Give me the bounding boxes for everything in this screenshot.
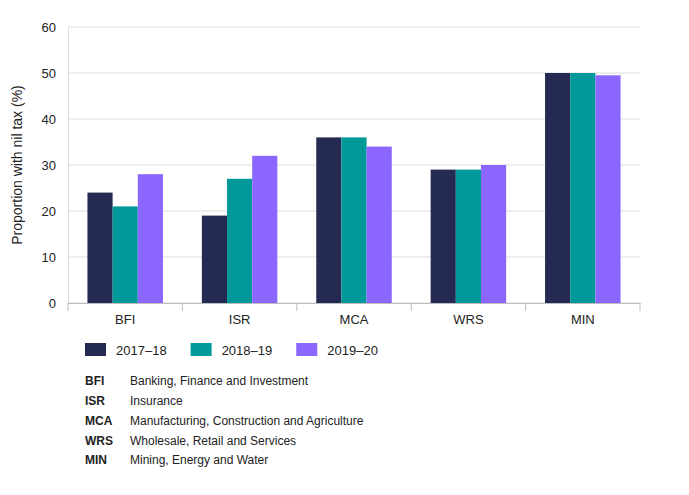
x-tick: MCA bbox=[340, 303, 369, 327]
y-axis-title: Proportion with nil tax (%) bbox=[9, 85, 25, 245]
y-tick: 0 bbox=[49, 296, 68, 311]
bar-series bbox=[113, 73, 596, 303]
bar bbox=[87, 193, 112, 303]
category-separator bbox=[411, 303, 412, 311]
legend-item: 2017–18 bbox=[85, 343, 167, 358]
bar bbox=[595, 75, 620, 303]
x-tick: BFI bbox=[115, 303, 135, 327]
bars bbox=[87, 73, 620, 303]
bar bbox=[341, 137, 366, 303]
x-axis: BFI ISR MCA WRS MIN bbox=[68, 303, 641, 327]
glossary-row: WRS Wholesale, Retail and Services bbox=[85, 434, 296, 448]
legend: 2017–18 2018–19 2019–20 bbox=[85, 343, 378, 358]
bar bbox=[570, 73, 595, 303]
glossary-text: Banking, Finance and Investment bbox=[130, 374, 309, 388]
glossary-row: MCA Manufacturing, Construction and Agric… bbox=[85, 414, 364, 428]
glossary-abbrev: ISR bbox=[85, 394, 105, 408]
y-tick: 20 bbox=[42, 204, 68, 219]
legend-swatch bbox=[296, 343, 317, 356]
y-tick-label: 30 bbox=[42, 158, 56, 173]
category-separator bbox=[182, 303, 183, 311]
x-tick-label: MIN bbox=[571, 312, 595, 327]
glossary-abbrev: BFI bbox=[85, 374, 104, 388]
y-tick-label: 60 bbox=[42, 20, 56, 35]
x-tick: ISR bbox=[229, 303, 251, 327]
y-tick: 10 bbox=[42, 250, 68, 265]
bar-series bbox=[138, 75, 621, 303]
glossary-text: Insurance bbox=[130, 394, 183, 408]
bar bbox=[113, 206, 138, 303]
glossary-text: Manufacturing, Construction and Agricult… bbox=[130, 414, 364, 428]
bar bbox=[227, 179, 252, 303]
category-separator bbox=[640, 303, 641, 311]
legend-label: 2018–19 bbox=[222, 343, 273, 358]
y-tick-label: 50 bbox=[42, 66, 56, 81]
grid bbox=[68, 27, 640, 303]
bar bbox=[138, 174, 163, 303]
bar bbox=[367, 147, 392, 303]
chart-svg: 0 10 20 30 40 50 60 BFI ISR MCA WRS MIN Proportion w… bbox=[0, 0, 689, 495]
legend-label: 2017–18 bbox=[116, 343, 167, 358]
y-axis-line bbox=[68, 28, 69, 304]
glossary-text: Mining, Energy and Water bbox=[130, 453, 268, 467]
y-tick: 30 bbox=[42, 158, 68, 173]
bar bbox=[252, 156, 277, 303]
glossary: BFI Banking, Finance and Investment ISR Ins… bbox=[85, 374, 364, 467]
category-separator bbox=[68, 303, 69, 311]
category-separator bbox=[296, 303, 297, 311]
grid-line bbox=[68, 27, 640, 28]
category-separator bbox=[525, 303, 526, 311]
legend-item: 2018–19 bbox=[191, 343, 273, 358]
glossary-abbrev: MIN bbox=[85, 453, 107, 467]
x-tick-label: WRS bbox=[453, 312, 484, 327]
glossary-abbrev: MCA bbox=[85, 414, 113, 428]
legend-swatch bbox=[191, 343, 212, 356]
glossary-row: ISR Insurance bbox=[85, 394, 183, 408]
legend-swatch bbox=[85, 343, 106, 356]
y-tick: 60 bbox=[42, 20, 68, 35]
bar bbox=[431, 170, 456, 303]
y-tick-label: 20 bbox=[42, 204, 56, 219]
bar bbox=[202, 216, 227, 303]
x-tick-label: ISR bbox=[229, 312, 251, 327]
y-axis: 0 10 20 30 40 50 60 bbox=[42, 20, 69, 311]
y-tick-label: 40 bbox=[42, 112, 56, 127]
glossary-row: BFI Banking, Finance and Investment bbox=[85, 374, 309, 388]
y-tick: 50 bbox=[42, 66, 68, 81]
x-axis-line bbox=[69, 303, 641, 304]
bar bbox=[481, 165, 506, 303]
bar bbox=[545, 73, 570, 303]
x-tick-label: BFI bbox=[115, 312, 135, 327]
bar bbox=[316, 137, 341, 303]
plot: 0 10 20 30 40 50 60 BFI ISR MCA WRS MIN bbox=[42, 20, 641, 328]
chart-container: 0 10 20 30 40 50 60 BFI ISR MCA WRS MIN Proportion w… bbox=[0, 0, 689, 495]
y-tick: 40 bbox=[42, 112, 68, 127]
x-tick-label: MCA bbox=[340, 312, 369, 327]
legend-label: 2019–20 bbox=[327, 343, 378, 358]
glossary-row: MIN Mining, Energy and Water bbox=[85, 453, 268, 467]
x-tick: MIN bbox=[571, 303, 595, 327]
y-tick-label: 0 bbox=[49, 296, 56, 311]
glossary-abbrev: WRS bbox=[85, 434, 113, 448]
bar bbox=[456, 170, 481, 303]
legend-item: 2019–20 bbox=[296, 343, 378, 358]
y-tick-label: 10 bbox=[42, 250, 56, 265]
x-tick: WRS bbox=[453, 303, 484, 327]
bar-series bbox=[87, 73, 570, 303]
glossary-text: Wholesale, Retail and Services bbox=[130, 434, 296, 448]
